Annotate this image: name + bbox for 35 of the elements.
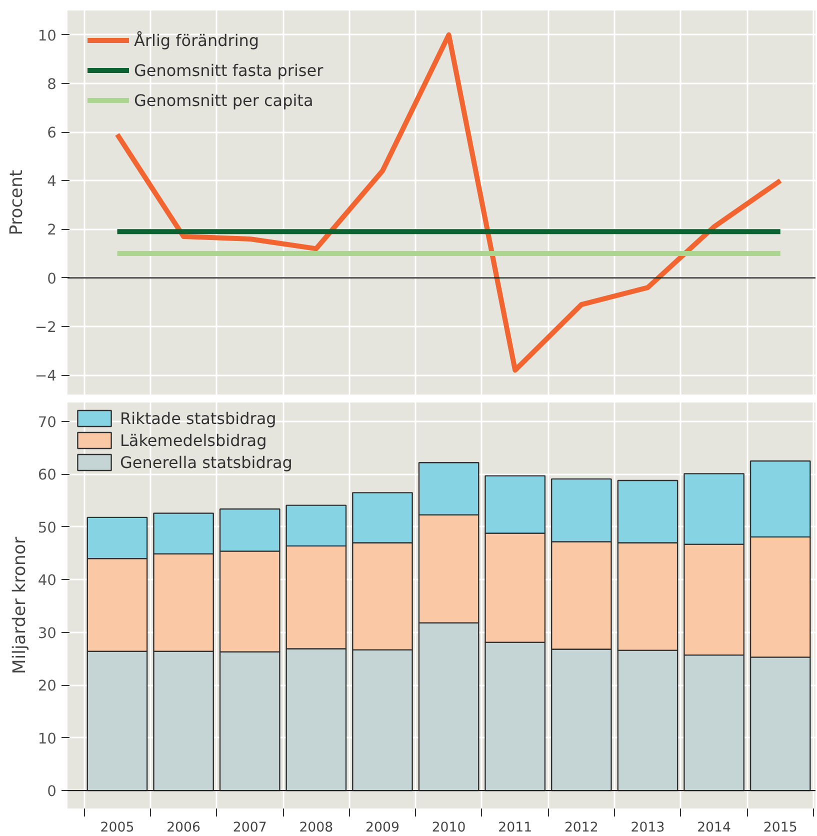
y-tick-label: 60	[38, 466, 57, 484]
x-tick-label: 2013	[630, 820, 665, 836]
y-axis-title: Procent	[6, 170, 27, 236]
legend-label: Genomsnitt per capita	[134, 90, 314, 110]
x-tick-label: 2006	[166, 820, 201, 836]
x-tick-label: 2011	[498, 820, 532, 836]
y-tick-label: 40	[38, 572, 57, 590]
legend-label: Riktade statsbidrag	[120, 408, 276, 428]
y-tick-label: −4	[34, 368, 57, 385]
y-tick-label: 10	[38, 730, 57, 748]
x-tick-label: 2005	[100, 820, 134, 836]
x-tick-label: 2007	[232, 820, 267, 836]
y-tick-label: 6	[47, 124, 57, 142]
legend-label: Genomsnitt fasta priser	[134, 60, 324, 80]
y-tick-label: 8	[47, 76, 57, 93]
legend-label: Årlig förändring	[134, 30, 260, 50]
legend-label: Läkemedelsbidrag	[120, 430, 267, 450]
x-tick-label: 2009	[366, 820, 400, 836]
y-tick-label: 4	[47, 173, 57, 190]
y-tick-label: 70	[38, 414, 57, 431]
x-tick-label: 2015	[763, 820, 798, 836]
x-tick-label: 2008	[299, 820, 334, 836]
y-tick-label: 10	[38, 27, 57, 44]
y-tick-label: 50	[38, 519, 57, 536]
y-tick-label: 30	[38, 624, 57, 642]
y-axis-title: Miljarder kronor	[10, 536, 30, 674]
legend-label: Generella statsbidrag	[120, 452, 292, 472]
y-tick-label: 20	[38, 678, 57, 695]
x-tick-label: 2010	[432, 820, 466, 836]
y-tick-label: 0	[47, 783, 57, 800]
y-tick-label: −2	[34, 318, 57, 336]
x-tick-label: 2012	[564, 820, 598, 836]
y-tick-label: 0	[47, 270, 57, 288]
x-tick-label: 2014	[697, 820, 732, 836]
y-tick-label: 2	[47, 222, 57, 239]
